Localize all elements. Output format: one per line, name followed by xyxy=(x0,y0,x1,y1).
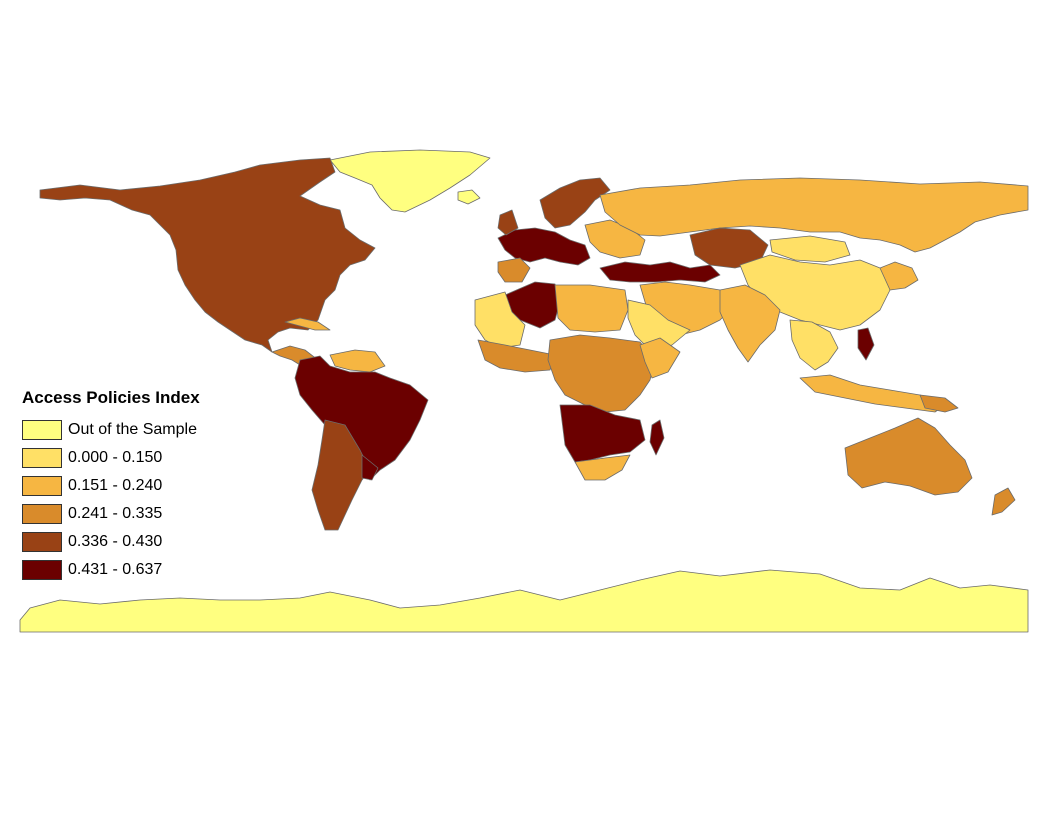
region-antarctica xyxy=(19,569,1029,633)
region-turkey-caucasus xyxy=(599,261,721,283)
region-madagascar xyxy=(649,419,665,456)
region-horn-of-africa xyxy=(639,337,681,379)
region-west-africa xyxy=(477,339,556,373)
region-central-east-africa xyxy=(547,334,656,413)
legend-item-class-2: 0.151 - 0.240 xyxy=(22,472,200,500)
region-new-zealand xyxy=(991,487,1016,516)
legend-label: 0.241 - 0.335 xyxy=(68,505,163,522)
legend-label: Out of the Sample xyxy=(68,421,197,438)
region-uk xyxy=(497,209,519,236)
region-australia xyxy=(844,417,973,496)
region-south-asia xyxy=(719,284,781,363)
region-japan xyxy=(879,261,919,291)
region-russia xyxy=(599,177,1029,253)
region-indonesia xyxy=(799,374,946,413)
region-cuba xyxy=(284,317,331,331)
region-southern-africa-dark xyxy=(559,404,646,463)
legend-swatch xyxy=(22,448,62,468)
region-sahel xyxy=(474,291,526,349)
legend-swatch xyxy=(22,476,62,496)
region-iberia xyxy=(497,257,531,283)
legend-item-class-4: 0.336 - 0.430 xyxy=(22,528,200,556)
region-south-america-north xyxy=(294,355,429,481)
region-scandinavia xyxy=(539,177,611,229)
legend-swatch xyxy=(22,532,62,552)
legend-label: 0.336 - 0.430 xyxy=(68,533,163,550)
legend-item-class-1: 0.000 - 0.150 xyxy=(22,444,200,472)
region-north-africa xyxy=(554,284,629,333)
legend-item-class-3: 0.241 - 0.335 xyxy=(22,500,200,528)
region-south-africa xyxy=(574,454,631,481)
legend-label: 0.000 - 0.150 xyxy=(68,449,163,466)
region-southeast-asia xyxy=(789,319,839,371)
legend-swatch xyxy=(22,560,62,580)
legend-label: 0.431 - 0.637 xyxy=(68,561,163,578)
region-venezuela xyxy=(329,349,386,373)
legend-label: 0.151 - 0.240 xyxy=(68,477,163,494)
region-papua xyxy=(919,394,959,413)
region-north-america xyxy=(39,157,376,353)
region-uruguay xyxy=(361,454,379,481)
legend-swatch xyxy=(22,504,62,524)
region-south-america-south xyxy=(311,419,371,531)
legend-item-out-of-sample: Out of the Sample xyxy=(22,416,200,444)
map-legend: Access Policies Index Out of the Sample … xyxy=(22,388,200,584)
legend-title: Access Policies Index xyxy=(22,388,200,407)
legend-item-class-5: 0.431 - 0.637 xyxy=(22,556,200,584)
region-greenland xyxy=(329,149,491,213)
region-philippines xyxy=(857,327,875,361)
region-iceland xyxy=(457,189,481,205)
legend-swatch xyxy=(22,420,62,440)
region-mongolia xyxy=(769,235,851,263)
region-arabia xyxy=(627,299,691,351)
